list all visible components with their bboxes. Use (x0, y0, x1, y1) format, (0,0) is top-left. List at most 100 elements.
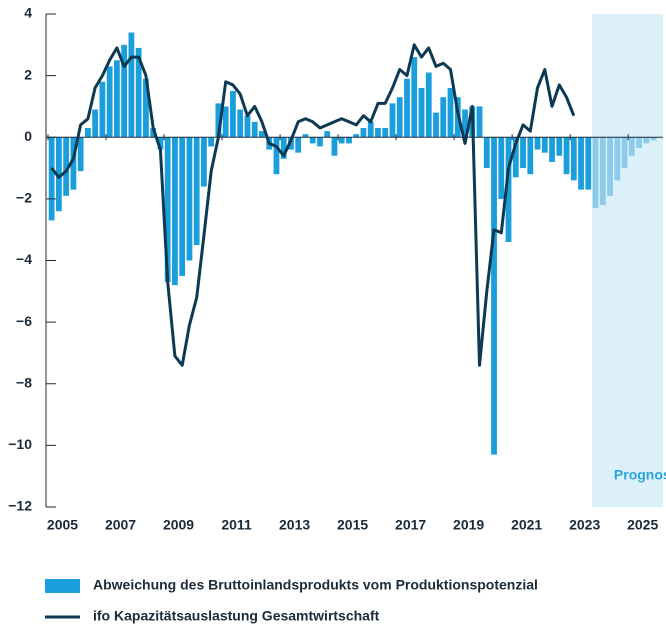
bar (462, 109, 468, 138)
bar (592, 137, 599, 209)
legend-label: Abweichung des Bruttoinlandsprodukts vom… (93, 577, 538, 593)
bar (556, 137, 563, 156)
bar (614, 137, 621, 181)
bar (63, 137, 70, 196)
bar (208, 137, 215, 147)
bar (121, 44, 128, 138)
x-tick-label: 2023 (569, 517, 600, 533)
bar (563, 137, 570, 175)
bar (375, 128, 381, 138)
legend-label: ifo Kapazitätsauslastung Gesamtwirtschaf… (93, 608, 380, 624)
y-tick-label: −12 (8, 498, 32, 514)
bar (367, 121, 374, 138)
x-tick-label: 2019 (453, 517, 484, 533)
forecast-label: Prognose (614, 467, 666, 483)
bar (527, 137, 534, 175)
bar (628, 137, 635, 156)
x-tick-label: 2025 (627, 517, 658, 533)
y-tick-label: −6 (16, 313, 32, 329)
bar (230, 91, 236, 138)
bar (113, 60, 120, 138)
bar (48, 137, 55, 221)
x-tick-label: 2007 (105, 517, 136, 533)
bar (353, 134, 360, 138)
y-tick-label: −10 (8, 436, 32, 452)
bar (179, 137, 186, 276)
bar (440, 97, 447, 138)
line (50, 43, 576, 367)
bar (106, 66, 113, 138)
x-tick-label: 2021 (511, 517, 542, 533)
bar (295, 137, 302, 153)
bar (273, 137, 280, 175)
bar (534, 137, 541, 150)
bar (549, 137, 555, 162)
bar (99, 81, 106, 138)
x-tick-label: 2015 (337, 517, 368, 533)
bar (135, 47, 142, 138)
bar (396, 97, 403, 138)
bar (157, 137, 164, 150)
bar (70, 137, 77, 190)
bar (483, 137, 490, 169)
bar (222, 106, 229, 138)
bar (215, 103, 222, 138)
bar (491, 137, 497, 455)
bar (505, 137, 512, 243)
bar (244, 115, 251, 138)
bar (77, 137, 84, 172)
bar (599, 137, 606, 206)
bar (259, 131, 265, 138)
bar (338, 137, 345, 144)
bar (309, 137, 316, 144)
bar (251, 121, 258, 138)
bar (650, 137, 657, 141)
bar (150, 128, 157, 138)
bar (280, 137, 287, 159)
y-tick-label: −8 (16, 374, 32, 390)
bar (92, 109, 99, 138)
forecast-shade (591, 14, 663, 507)
bar (317, 137, 323, 147)
bar (418, 87, 425, 138)
bar (143, 78, 149, 138)
bar (331, 137, 338, 156)
y-tick-label: 4 (24, 5, 32, 21)
bar (201, 137, 207, 187)
bar (186, 137, 193, 261)
bar (411, 57, 418, 138)
bar (404, 78, 410, 138)
x-tick-label: 2011 (221, 517, 252, 533)
bar (324, 131, 331, 138)
bar (520, 137, 526, 169)
bar (636, 137, 642, 149)
bar (164, 137, 171, 283)
bar (425, 72, 432, 138)
bar (382, 128, 389, 138)
bar (570, 137, 577, 181)
y-tick-label: 0 (24, 128, 32, 144)
y-tick-label: 2 (24, 66, 32, 82)
y-tick-label: −4 (16, 251, 32, 267)
bar (389, 103, 396, 138)
bar (607, 137, 613, 196)
bar (476, 106, 483, 138)
bar (447, 87, 454, 138)
bar (128, 32, 135, 138)
bar (512, 137, 519, 178)
bar (346, 137, 352, 144)
bar (360, 128, 367, 138)
bar (84, 128, 91, 138)
bar (172, 137, 178, 286)
x-tick-label: 2013 (279, 517, 310, 533)
bar (433, 112, 439, 138)
bar (643, 137, 650, 144)
bar (302, 134, 309, 138)
bar (621, 137, 628, 169)
bar (193, 137, 200, 246)
bar (237, 109, 244, 138)
y-tick-label: −2 (16, 190, 32, 206)
bar (498, 137, 505, 199)
